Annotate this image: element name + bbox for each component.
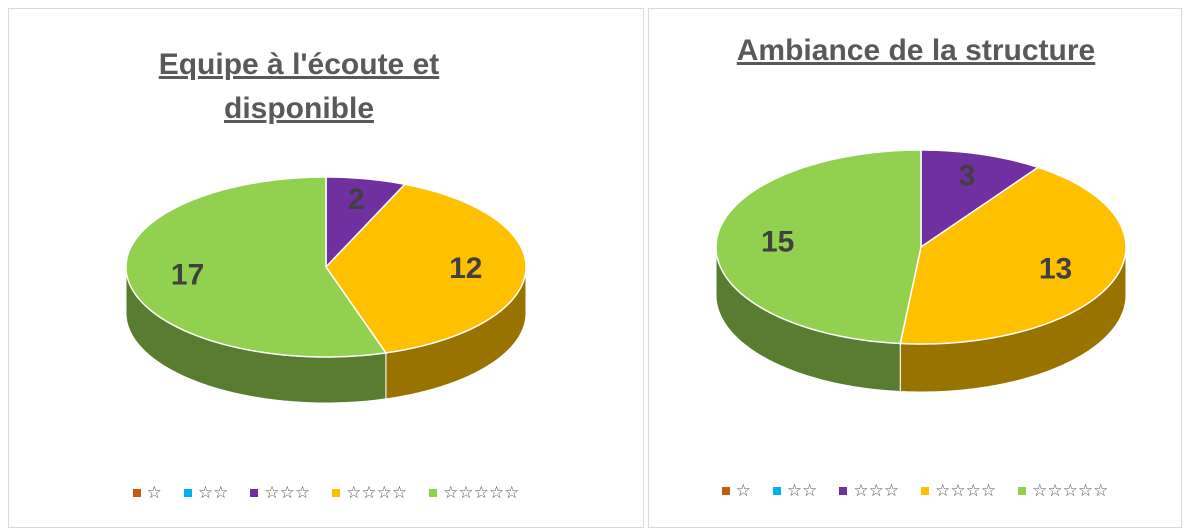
legend-item: ☆☆☆☆	[332, 483, 407, 503]
pie-slice	[899, 166, 1127, 345]
pie-slice	[125, 176, 388, 358]
legend-item: ☆☆☆☆	[921, 481, 996, 501]
legend-label: ☆☆☆☆☆	[443, 483, 520, 502]
legend-item: ☆☆☆☆☆	[1018, 481, 1108, 501]
legend-label: ☆☆☆	[264, 483, 311, 502]
legend-item: ☆☆	[183, 483, 229, 503]
legend-swatch	[1018, 487, 1027, 495]
data-label: 13	[1039, 253, 1072, 286]
legend-swatch	[921, 487, 930, 495]
chart-panel: 2 12 17 Equipe à l'écoute et disponible ☆ ☆…	[8, 8, 644, 528]
legend-label: ☆☆☆☆	[935, 481, 997, 500]
legend-item: ☆	[132, 483, 162, 503]
legend-label: ☆☆☆	[853, 481, 900, 500]
legend-swatch	[250, 489, 259, 497]
legend: ☆ ☆☆ ☆☆☆ ☆☆☆☆ ☆☆☆☆☆	[9, 483, 643, 503]
legend-item: ☆☆☆☆☆	[429, 483, 519, 503]
legend-label: ☆☆☆☆☆	[1032, 481, 1109, 500]
legend-item: ☆☆	[772, 481, 818, 501]
legend-swatch	[721, 487, 730, 495]
chart-panel: 3 13 15 Ambiance de la structure ☆ ☆☆ ☆☆☆ ☆☆☆…	[648, 8, 1182, 528]
legend: ☆ ☆☆ ☆☆☆ ☆☆☆☆ ☆☆☆☆☆	[649, 481, 1181, 501]
pie-svg: 3 13 15	[715, 149, 1127, 393]
legend-label: ☆☆	[197, 483, 229, 502]
legend-label: ☆	[735, 481, 751, 500]
legend-swatch	[332, 489, 341, 497]
pie-slice	[325, 176, 407, 269]
data-label: 2	[348, 183, 365, 216]
legend-label: ☆☆☆☆	[346, 483, 408, 502]
legend-label: ☆☆	[786, 481, 818, 500]
legend-item: ☆	[721, 481, 751, 501]
data-label: 17	[171, 258, 204, 291]
data-label: 3	[959, 160, 976, 193]
pie-slice	[325, 183, 527, 354]
legend-swatch	[429, 489, 438, 497]
legend-swatch	[132, 489, 141, 497]
legend-label: ☆	[146, 483, 162, 502]
pie-slice	[920, 149, 1040, 249]
pie-svg: 2 12 17	[125, 176, 527, 404]
data-label: 12	[449, 252, 482, 285]
legend-swatch	[839, 487, 848, 495]
legend-swatch	[772, 487, 781, 495]
legend-swatch	[183, 489, 192, 497]
legend-item: ☆☆☆	[839, 481, 899, 501]
chart-title: Ambiance de la structure	[736, 34, 1096, 67]
data-label: 15	[761, 225, 794, 258]
chart-title: Equipe à l'écoute et disponible	[158, 48, 440, 125]
legend-item: ☆☆☆	[250, 483, 310, 503]
pie-slice	[715, 149, 922, 345]
